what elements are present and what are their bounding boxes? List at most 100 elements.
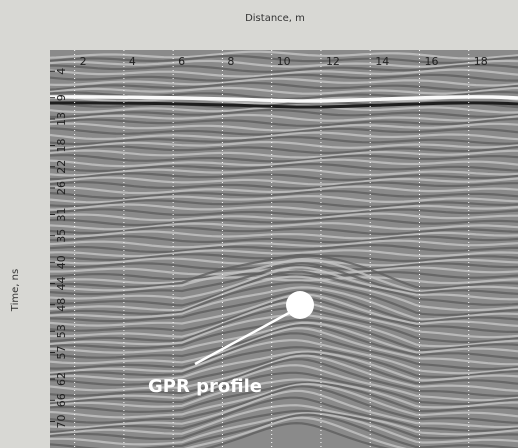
- y-tick-label: 66: [55, 393, 68, 407]
- x-tick-label: 18: [474, 55, 488, 68]
- reflection-stripe: [50, 154, 518, 163]
- reflection-stripe: [50, 382, 518, 419]
- reflection-stripe: [50, 226, 518, 236]
- reflection-stripe: [50, 293, 518, 327]
- reflection-stripe: [50, 127, 518, 136]
- reflection-stripe: [50, 276, 518, 285]
- reflection-stripe: [50, 404, 518, 436]
- reflection-stripe: [50, 371, 518, 406]
- reflection-stripe: [50, 73, 518, 82]
- reflection-stripe: [50, 271, 518, 281]
- reflection-stripe: [50, 249, 518, 258]
- x-tick-label: 4: [129, 55, 136, 68]
- reflection-stripe: [50, 266, 518, 301]
- annotation-marker: [286, 291, 314, 319]
- y-tick-label: 9: [55, 94, 68, 101]
- y-tick-label: 48: [55, 298, 68, 312]
- reflection-stripe: [50, 332, 518, 371]
- x-tick-label: 10: [277, 55, 291, 68]
- surface-reflection-dark: [50, 101, 518, 109]
- reflection-stripe: [50, 77, 518, 87]
- reflection-stripe: [50, 409, 518, 440]
- reflection-stripe: [50, 208, 518, 217]
- reflection-stripe: [50, 327, 518, 366]
- reflection-stripe: [50, 163, 518, 173]
- x-tick-label: 14: [375, 55, 389, 68]
- reflection-stripe: [50, 203, 518, 213]
- chart-title: Distance, m: [245, 13, 305, 24]
- reflection-stripe: [50, 296, 518, 333]
- reflection-stripe: [50, 181, 518, 190]
- reflection-stripe: [50, 381, 518, 414]
- reflection-stripe: [50, 68, 518, 78]
- annotation: GPR profile: [148, 291, 314, 397]
- reflection-stripe: [50, 63, 518, 73]
- reflection-stripe: [50, 158, 518, 168]
- reflection-stripe: [50, 389, 518, 429]
- reflection-stripe: [50, 266, 518, 276]
- reflection-stripe: [50, 413, 518, 448]
- reflection-stripe: [50, 354, 518, 392]
- reflection-stripe: [50, 176, 518, 186]
- reflection-stripe: [50, 378, 518, 409]
- x-tick-label: 2: [80, 55, 87, 68]
- reflection-stripe: [50, 190, 518, 200]
- x-tick-label: 8: [227, 55, 234, 68]
- reflection-stripe: [50, 59, 518, 68]
- reflection-stripe: [50, 108, 518, 119]
- reflection-stripe: [50, 199, 518, 208]
- surface-reflection: [50, 95, 518, 103]
- reflection-stripe: [50, 230, 518, 240]
- y-tick-label: 44: [55, 276, 68, 290]
- reflection-stripe: [50, 307, 518, 344]
- reflection-stripe: [50, 253, 518, 290]
- reflection-stripe: [50, 50, 518, 60]
- reflection-stripe: [50, 412, 518, 446]
- reflection-stripe: [50, 318, 518, 352]
- reflection-stripe: [50, 212, 518, 222]
- reflection-stripe: [50, 300, 518, 339]
- reflection-stripe: [50, 149, 518, 159]
- reflection-stripe: [50, 86, 518, 95]
- reflection-stripe: [50, 239, 518, 249]
- reflection-stripe: [50, 135, 518, 146]
- x-tick-label: 16: [424, 55, 438, 68]
- x-tick-label: 6: [178, 55, 185, 68]
- annotation-label: GPR profile: [148, 376, 262, 397]
- reflection-stripe: [50, 352, 518, 386]
- reflection-stripe: [50, 113, 518, 122]
- reflection-stripe: [50, 257, 518, 293]
- reflection-stripe: [50, 364, 518, 402]
- reflection-stripe: [50, 339, 518, 375]
- reflection-stripe: [50, 290, 518, 324]
- annotation-pointer: [194, 306, 299, 366]
- reflection-stripe: [50, 275, 518, 312]
- reflection-stripe: [50, 217, 518, 227]
- reflection-stripe: [50, 117, 518, 128]
- reflection-stripe: [50, 54, 518, 64]
- reflection-stripe: [183, 416, 407, 448]
- reflection-stripe: [50, 235, 518, 244]
- y-tick-label: 40: [55, 255, 68, 269]
- reflection-stripe: [50, 321, 518, 354]
- reflection-stripe: [50, 185, 518, 195]
- reflection-stripe: [50, 81, 518, 91]
- y-tick-label: 31: [55, 208, 68, 222]
- y-tick-label: 57: [55, 345, 68, 359]
- reflection-stripe: [50, 281, 518, 317]
- reflection-stripe: [50, 396, 518, 433]
- reflection-stripe: [50, 323, 518, 360]
- reflection-stripe: [50, 270, 518, 307]
- reflection-stripe: [50, 172, 518, 181]
- y-axis-label: Time, ns: [10, 269, 21, 312]
- reflection-stripe: [50, 243, 518, 254]
- y-tick-label: 70: [55, 414, 68, 428]
- reflection-stripe: [50, 168, 518, 177]
- reflection-stripe: [50, 385, 518, 424]
- y-tick-label: 35: [55, 229, 68, 243]
- reflection-stripe: [204, 421, 390, 448]
- reflection-stripe: [50, 140, 518, 150]
- y-tick-label: 22: [55, 160, 68, 174]
- reflection-stripe: [50, 262, 518, 296]
- axes: 2 4 6 8 10 12 14 16 18 4 9 13 18 22 26 31 35 40 44 48 53 57 62…: [50, 50, 488, 448]
